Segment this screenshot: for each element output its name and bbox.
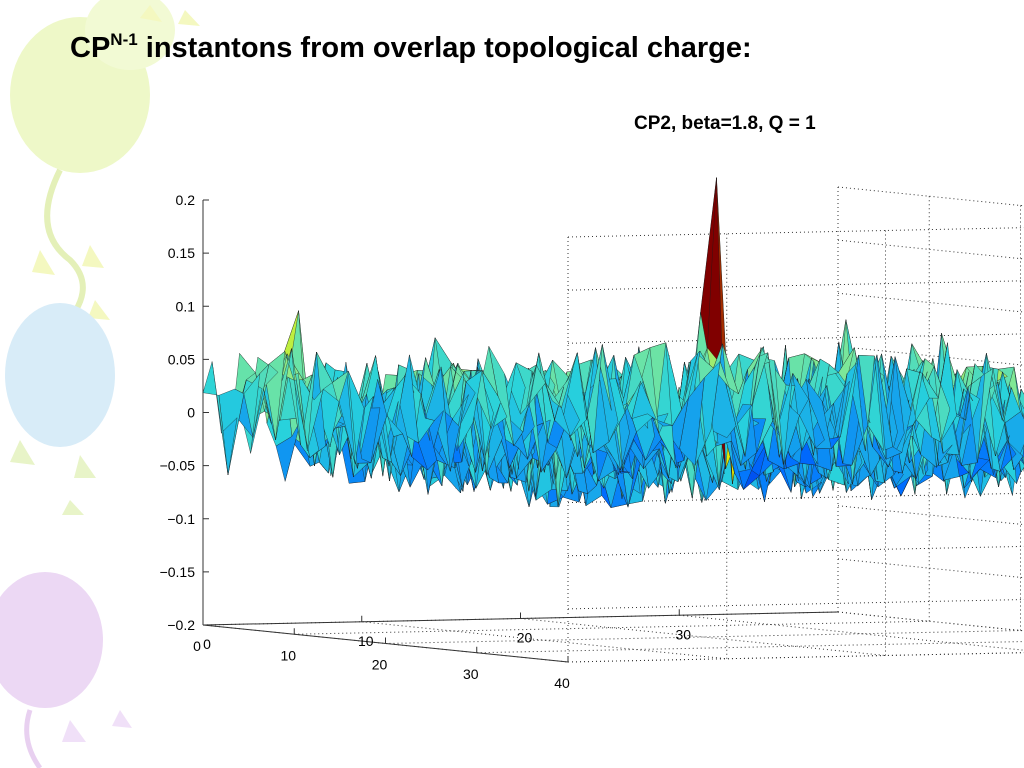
z-tick-label: −0.15 <box>160 564 196 580</box>
gridline-z-wall <box>837 611 1024 632</box>
gridline-y-floor <box>679 614 1024 651</box>
plot-tick-labels: 0.2 0.15 0.1 0.05 0 −0.05 −0.1 −0.15 −0.2 0 10 20 30… <box>160 192 692 691</box>
slide-title-rest: instantons from overlap topological char… <box>137 32 752 64</box>
slide-title: CPN-1 instantons from overlap topologica… <box>70 30 752 65</box>
gridline-z-wall <box>567 599 1024 610</box>
y-tick-label: 20 <box>517 630 533 646</box>
z-tick-label: −0.05 <box>160 458 196 474</box>
x-tick-label: 10 <box>280 647 296 663</box>
x-tick-label: 0 <box>193 638 201 654</box>
z-tick-label: 0.15 <box>168 245 195 261</box>
x-tick-label: 20 <box>372 657 388 673</box>
gridline-z-wall <box>837 505 1024 526</box>
plot-axes <box>202 199 839 663</box>
gridline-x-floor <box>294 620 930 635</box>
gridline-y-floor <box>361 621 727 660</box>
gridline-y-floor <box>520 618 886 656</box>
gridline-x-floor <box>476 641 1024 654</box>
balloon-decoration-purple <box>0 572 132 768</box>
y-tick-label: 30 <box>675 626 691 642</box>
x-tick-label: 30 <box>463 666 479 682</box>
balloon-decoration-green <box>10 0 200 333</box>
surface-patch <box>202 361 229 476</box>
surface-mesh <box>202 177 1024 509</box>
z-tick-label: 0.1 <box>176 298 196 314</box>
gridline-z-wall <box>567 333 1024 344</box>
x-tick-label: 40 <box>554 675 570 691</box>
gridline-x-floor <box>385 630 1021 644</box>
gridline-x-floor <box>567 652 1024 663</box>
gridline-z-wall <box>837 186 1024 207</box>
gridline-z-wall <box>567 280 1024 291</box>
gridline-z-wall <box>837 558 1024 579</box>
y-tick-label: 10 <box>358 633 374 649</box>
balloon-decoration-blue <box>5 303 115 515</box>
gridline-z-wall <box>567 227 1024 238</box>
gridline-z-wall <box>837 239 1024 260</box>
plot-title: CP2, beta=1.8, Q = 1 <box>634 113 816 134</box>
z-tick-label: −0.1 <box>167 511 195 527</box>
gridline-z-wall <box>567 545 1024 557</box>
y-tick-label: 0 <box>203 636 211 652</box>
slide-title-prefix: CP <box>70 32 111 64</box>
z-tick-label: 0.2 <box>176 192 196 208</box>
gridline-z-wall <box>837 292 1024 313</box>
slide-title-superscript: N-1 <box>110 30 138 49</box>
gridline-y-floor <box>837 611 1024 632</box>
z-tick-label: 0 <box>187 405 195 421</box>
gridline-z-wall <box>567 652 1024 663</box>
z-tick-label: 0.05 <box>168 351 195 367</box>
z-tick-label: −0.2 <box>167 617 195 633</box>
